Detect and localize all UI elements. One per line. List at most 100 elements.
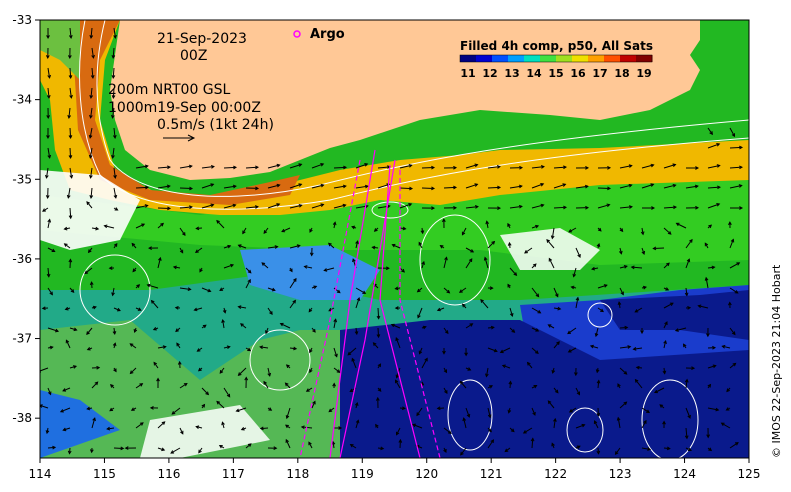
current-arrow <box>443 367 448 374</box>
colorbar <box>459 54 653 63</box>
current-arrow <box>377 363 382 369</box>
current-arrow <box>132 267 137 273</box>
current-arrow <box>68 27 73 39</box>
current-arrow <box>377 387 382 392</box>
current-arrow <box>634 307 643 313</box>
current-arrow <box>725 407 731 411</box>
current-arrow <box>685 166 700 170</box>
current-arrow <box>390 323 401 329</box>
map-time-label: 00Z <box>180 48 207 64</box>
current-arrow <box>572 267 577 278</box>
current-arrow <box>179 164 193 169</box>
current-arrow <box>40 367 49 373</box>
current-arrow <box>332 382 336 389</box>
current-arrow <box>135 383 144 389</box>
current-arrow <box>135 284 141 289</box>
current-arrow <box>46 87 51 99</box>
sst-band-blue-west <box>40 390 120 458</box>
current-arrow <box>617 383 621 389</box>
current-arrow <box>349 443 357 449</box>
current-arrow <box>245 347 252 352</box>
current-arrow <box>67 47 72 60</box>
current-arrow <box>663 321 668 329</box>
current-arrow <box>89 447 94 454</box>
current-arrow <box>112 342 117 349</box>
current-arrow <box>222 307 227 314</box>
current-arrow <box>113 187 118 199</box>
current-arrow <box>421 325 427 330</box>
current-arrow <box>245 205 259 209</box>
current-arrow <box>465 323 474 329</box>
current-arrow <box>377 266 390 271</box>
cloud-mask-central <box>500 228 600 270</box>
current-arrow <box>465 183 479 189</box>
current-arrow <box>685 205 700 210</box>
current-arrow <box>443 327 449 335</box>
sea-level-contours <box>79 201 699 458</box>
current-arrow <box>265 327 269 335</box>
current-arrow <box>575 387 581 396</box>
current-arrow <box>240 323 247 329</box>
current-arrow <box>399 267 405 273</box>
current-arrow <box>575 423 586 429</box>
current-arrow <box>399 226 407 231</box>
colorbar-swatch <box>572 55 589 62</box>
current-arrow <box>420 227 425 235</box>
current-arrow <box>179 382 188 389</box>
current-arrow <box>524 247 533 254</box>
current-arrow <box>619 345 632 349</box>
current-arrow <box>707 142 721 149</box>
current-arrow <box>373 227 379 232</box>
current-arrow <box>148 246 159 250</box>
current-arrow <box>443 205 458 210</box>
current-arrow <box>303 265 313 269</box>
current-arrow <box>568 407 577 413</box>
y-tick-label: -36 <box>12 252 32 266</box>
current-arrow <box>640 327 644 335</box>
current-arrow <box>62 427 71 432</box>
current-arrow <box>91 417 96 429</box>
current-arrow <box>131 242 137 249</box>
current-arrow <box>416 407 423 417</box>
current-arrow <box>47 445 57 450</box>
current-arrow <box>135 164 149 169</box>
current-arrow <box>267 407 273 411</box>
current-arrow <box>289 183 303 189</box>
current-arrow <box>201 183 215 189</box>
current-arrow <box>157 165 172 170</box>
current-arrow <box>223 184 237 189</box>
current-arrow <box>237 244 247 249</box>
current-arrow <box>89 87 94 99</box>
current-arrow <box>391 243 401 249</box>
current-arrow <box>394 286 401 291</box>
current-arrow <box>198 447 203 454</box>
current-arrow <box>632 347 643 351</box>
current-arrow <box>597 227 602 232</box>
current-arrow <box>111 147 115 159</box>
current-arrow <box>347 347 357 356</box>
current-arrow <box>641 183 655 189</box>
current-arrow <box>641 285 647 290</box>
current-arrow <box>485 367 489 378</box>
current-arrow <box>531 327 540 332</box>
current-arrow <box>707 185 722 190</box>
current-arrow <box>685 366 696 371</box>
current-arrow <box>245 443 252 449</box>
current-arrow <box>547 324 555 329</box>
current-arrow <box>641 447 652 451</box>
current-arrow <box>223 345 231 350</box>
current-arrow <box>597 307 604 313</box>
current-arrow <box>398 438 403 449</box>
current-arrow <box>421 357 428 369</box>
current-arrow <box>641 419 647 429</box>
current-arrow <box>285 424 291 429</box>
current-arrow <box>662 367 667 375</box>
current-arrow <box>46 107 51 120</box>
current-arrow <box>461 227 467 236</box>
current-arrow <box>333 347 338 358</box>
current-arrow <box>553 387 559 394</box>
current-arrow <box>421 165 436 170</box>
current-arrow <box>333 287 341 294</box>
current-arrow <box>704 276 709 289</box>
current-arrow <box>289 277 297 289</box>
